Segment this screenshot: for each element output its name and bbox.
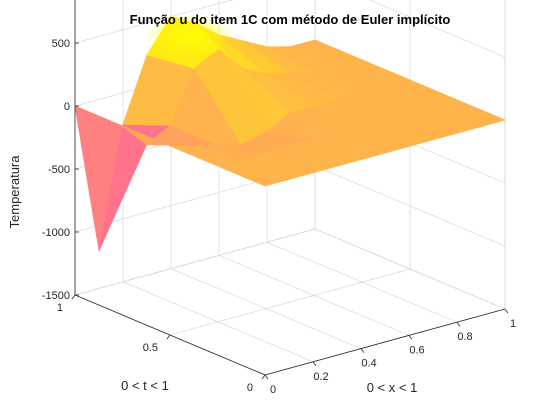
x-tick-label: 0.6 <box>409 344 424 356</box>
x-axis-label: 0 < x < 1 <box>367 380 418 395</box>
t-tick-mark <box>261 374 266 380</box>
grid-line-z-side <box>314 228 506 310</box>
x-tick-mark <box>264 374 269 380</box>
grid-line-z-side <box>314 165 506 247</box>
x-tick-label: 0 <box>270 384 276 396</box>
x-tick-mark <box>312 361 317 367</box>
t-axis-label: 0 < t < 1 <box>121 378 169 393</box>
ticks-layer: 00.20.40.60.8100.51-1500-1000-5000500100… <box>42 38 516 396</box>
x-tick-label: 0.4 <box>361 358 376 370</box>
grid-line-t-floor <box>169 268 411 336</box>
t-tick-mark <box>166 334 171 340</box>
z-axis-label: Temperatura <box>7 155 22 229</box>
z-tick-label: -1500 <box>42 290 70 302</box>
surface-patch <box>432 99 507 128</box>
x-tick-mark <box>456 321 461 327</box>
grid-line-z-back <box>74 0 233 44</box>
t-tick-label: 0 <box>247 382 253 394</box>
z-tick-label: -1000 <box>42 227 70 239</box>
z-tick-label: -500 <box>48 164 70 176</box>
t-tick-mark <box>71 294 76 300</box>
grid-line-z-side <box>368 0 506 58</box>
x-axis-line <box>264 308 506 376</box>
x-tick-mark <box>408 335 413 340</box>
surface-highlight <box>145 14 235 59</box>
x-tick-label: 1 <box>510 318 516 330</box>
x-tick-label: 0.2 <box>313 371 328 383</box>
t-tick-label: 0.5 <box>143 342 158 354</box>
x-tick-label: 0.8 <box>457 331 472 343</box>
z-tick-label: 500 <box>52 38 70 50</box>
surface-layer <box>74 14 507 252</box>
z-tick-label: 0 <box>64 101 70 113</box>
t-tick-label: 1 <box>57 302 63 314</box>
x-tick-mark <box>504 308 509 314</box>
x-tick-mark <box>360 348 365 353</box>
chart-title: Função u do item 1C com método de Euler … <box>130 12 451 27</box>
grid-line-z-back <box>74 228 316 296</box>
